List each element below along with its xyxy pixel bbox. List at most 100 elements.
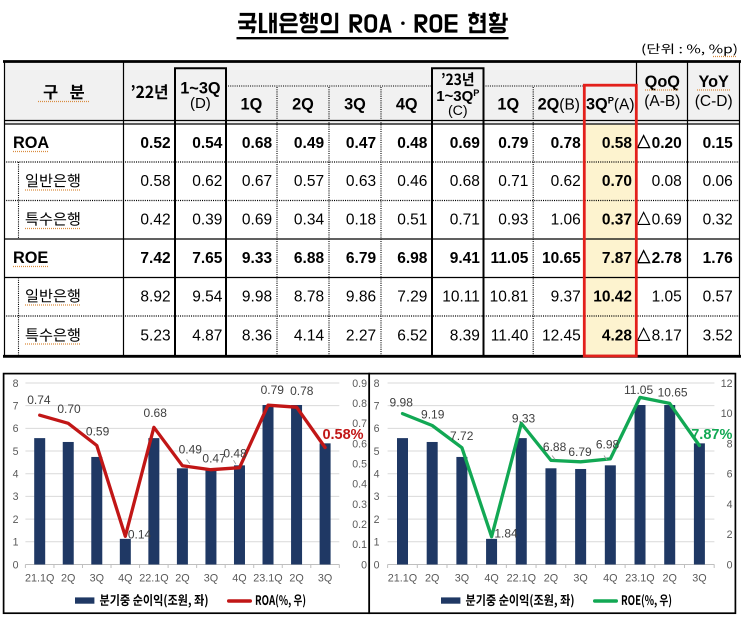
- svg-text:(C-D): (C-D): [695, 93, 733, 110]
- svg-text:0.54: 0.54: [192, 135, 223, 152]
- svg-text:0.71: 0.71: [498, 173, 528, 190]
- svg-text:8: 8: [374, 378, 380, 390]
- svg-text:4.14: 4.14: [294, 328, 325, 345]
- svg-text:0.3: 0.3: [352, 499, 367, 511]
- svg-text:10.65: 10.65: [542, 250, 581, 267]
- svg-text:0.68: 0.68: [242, 135, 273, 152]
- svg-text:0.58%: 0.58%: [322, 427, 363, 443]
- svg-text:9.19: 9.19: [421, 408, 445, 422]
- svg-text:(C): (C): [448, 103, 468, 119]
- svg-text:11.40: 11.40: [491, 328, 529, 345]
- svg-text:6: 6: [727, 469, 733, 481]
- svg-text:6.79: 6.79: [568, 445, 592, 459]
- svg-text:(A): (A): [614, 97, 635, 114]
- svg-text:0.68: 0.68: [144, 406, 168, 420]
- svg-text:7.65: 7.65: [192, 250, 223, 267]
- svg-text:0: 0: [361, 559, 367, 571]
- svg-text:(A-B): (A-B): [644, 93, 680, 110]
- svg-text:0.1: 0.1: [352, 539, 367, 551]
- svg-text:5: 5: [13, 446, 19, 458]
- svg-text:4Q: 4Q: [232, 572, 246, 584]
- svg-text:7.87%: 7.87%: [691, 427, 732, 443]
- svg-text:0.59: 0.59: [86, 424, 110, 438]
- svg-text:1: 1: [13, 537, 19, 549]
- svg-text:4.87: 4.87: [192, 328, 222, 345]
- svg-text:21.1Q: 21.1Q: [25, 572, 54, 584]
- svg-text:0.69: 0.69: [652, 212, 682, 229]
- svg-text:0.2: 0.2: [352, 519, 367, 531]
- svg-text:0.58: 0.58: [140, 173, 170, 190]
- svg-text:7: 7: [374, 401, 380, 413]
- svg-text:3.52: 3.52: [703, 328, 733, 345]
- svg-text:7.87: 7.87: [602, 250, 632, 267]
- svg-text:2Q: 2Q: [662, 572, 676, 584]
- svg-text:0.49: 0.49: [179, 443, 203, 457]
- svg-text:5.23: 5.23: [140, 328, 170, 345]
- svg-text:0.69: 0.69: [450, 135, 481, 152]
- svg-text:0.57: 0.57: [294, 173, 324, 190]
- svg-text:4Q: 4Q: [603, 572, 617, 584]
- svg-text:22.1Q: 22.1Q: [507, 572, 536, 584]
- svg-text:0.14: 0.14: [128, 527, 152, 541]
- svg-text:5: 5: [374, 446, 380, 458]
- svg-text:1: 1: [374, 537, 380, 549]
- svg-text:ROE: ROE: [13, 249, 48, 267]
- svg-text:3Q: 3Q: [455, 572, 469, 584]
- svg-text:0.70: 0.70: [57, 402, 81, 416]
- svg-text:(B): (B): [559, 97, 580, 114]
- svg-text:2Q: 2Q: [425, 572, 439, 584]
- svg-text:0: 0: [374, 559, 380, 571]
- svg-text:6: 6: [374, 423, 380, 435]
- svg-text:11.05: 11.05: [624, 383, 653, 397]
- svg-text:4Q: 4Q: [484, 572, 498, 584]
- svg-text:8.92: 8.92: [140, 288, 170, 305]
- svg-text:3Q: 3Q: [318, 572, 332, 584]
- svg-text:0.9: 0.9: [352, 378, 367, 390]
- svg-text:0.63: 0.63: [346, 173, 376, 190]
- svg-text:3Q: 3Q: [344, 96, 366, 114]
- svg-text:9.98: 9.98: [242, 288, 272, 305]
- svg-text:8.78: 8.78: [294, 288, 324, 305]
- svg-text:0: 0: [727, 559, 733, 571]
- svg-text:2Q: 2Q: [61, 572, 75, 584]
- svg-text:0.62: 0.62: [551, 173, 581, 190]
- svg-text:7.29: 7.29: [397, 288, 427, 305]
- svg-text:2Q: 2Q: [175, 572, 189, 584]
- svg-text:0.37: 0.37: [602, 212, 632, 229]
- svg-text:0.47: 0.47: [202, 451, 226, 465]
- svg-text:0.57: 0.57: [703, 288, 733, 305]
- svg-text:0.5: 0.5: [352, 458, 367, 470]
- svg-text:3Q: 3Q: [90, 572, 104, 584]
- svg-text:4: 4: [727, 499, 733, 511]
- svg-text:2: 2: [374, 514, 380, 526]
- svg-text:0.46: 0.46: [397, 173, 427, 190]
- svg-text:0.58: 0.58: [602, 135, 633, 152]
- svg-text:4Q: 4Q: [396, 96, 418, 114]
- svg-text:0.4: 0.4: [352, 479, 367, 491]
- svg-text:6.79: 6.79: [346, 250, 377, 267]
- svg-text:P: P: [473, 88, 479, 98]
- svg-text:11.05: 11.05: [490, 250, 528, 267]
- svg-text:YoY: YoY: [698, 73, 729, 91]
- svg-text:0.71: 0.71: [450, 212, 480, 229]
- svg-text:0.69: 0.69: [242, 212, 272, 229]
- svg-text:P: P: [608, 96, 614, 106]
- svg-text:0.47: 0.47: [346, 135, 376, 152]
- svg-text:0.7: 0.7: [352, 418, 367, 430]
- svg-text:9.37: 9.37: [551, 288, 581, 305]
- svg-text:0.39: 0.39: [192, 212, 222, 229]
- svg-text:0.34: 0.34: [294, 212, 325, 229]
- svg-text:6.52: 6.52: [397, 328, 427, 345]
- svg-text:4: 4: [13, 469, 19, 481]
- svg-text:0.78: 0.78: [551, 135, 582, 152]
- svg-text:10.81: 10.81: [490, 288, 529, 305]
- svg-text:0.49: 0.49: [294, 135, 325, 152]
- svg-text:8.36: 8.36: [242, 328, 272, 345]
- svg-text:12.45: 12.45: [542, 328, 581, 345]
- svg-text:9.86: 9.86: [346, 288, 376, 305]
- svg-text:2.27: 2.27: [346, 328, 376, 345]
- svg-text:9.33: 9.33: [242, 250, 273, 267]
- svg-text:21.1Q: 21.1Q: [388, 572, 417, 584]
- svg-text:ROA: ROA: [13, 134, 49, 152]
- svg-text:9.98: 9.98: [390, 396, 414, 410]
